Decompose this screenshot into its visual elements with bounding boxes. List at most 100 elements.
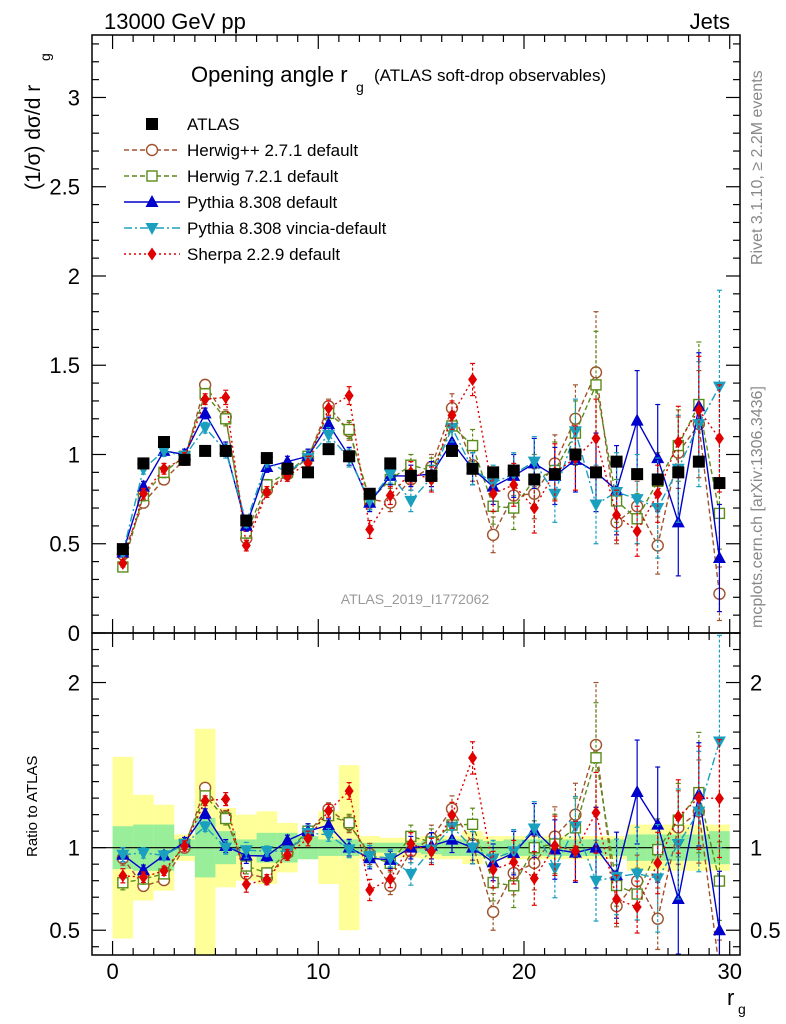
x-tick-label: 30: [717, 959, 741, 984]
ratio-point-pythia-8-308-vincia-default: [404, 868, 418, 881]
ratio-point-sherpa-2-2-9-default: [570, 844, 580, 858]
x-tick-label: 20: [512, 959, 536, 984]
ratio-point-pythia-8-308-vincia-default: [568, 821, 582, 834]
x-axis-label-subscript: g: [738, 1001, 746, 1017]
main-point-pythia-8-308-vincia-default: [712, 381, 726, 394]
main-point-pythia-8-308-vincia-default: [630, 494, 644, 507]
ratio-point-sherpa-2-2-9-default: [180, 839, 190, 853]
main-line-pythia-8-308-default: [122, 406, 721, 559]
main-point-atlas: [158, 435, 170, 448]
ratio-point-herwig-7-2-1-default: [466, 818, 479, 831]
ratio-y-tick-label-left: 2: [68, 671, 80, 696]
main-point-pythia-8-308-vincia-default: [527, 456, 541, 469]
main-point-herwig-7-2-1-default: [220, 413, 232, 425]
main-point-sherpa-2-2-9-default: [591, 431, 601, 445]
main-y-axis-label-subscript: g: [37, 53, 53, 61]
ratio-point-sherpa-2-2-9-default: [612, 892, 622, 906]
ratio-point-sherpa-2-2-9-default: [694, 791, 704, 805]
main-y-tick-label: 2.5: [49, 175, 80, 200]
main-panel-series: [116, 289, 726, 622]
main-point-pythia-8-308-default: [322, 417, 336, 430]
ratio-point-pythia-8-308-vincia-default: [198, 821, 212, 834]
legend-label: ATLAS: [187, 115, 240, 134]
axis-ticks: 0 10 20 30 0 0.5 1 1.5 2 2.5 3 0.5 0.5 1 1 2 2: [49, 35, 781, 984]
legend-item-atlas: ATLAS: [146, 115, 240, 134]
main-point-herwig-7-2-1-default: [590, 379, 602, 391]
legend-label: Herwig++ 2.7.1 default: [187, 141, 358, 160]
ratio-point-pythia-8-308-vincia-default: [527, 823, 541, 836]
ratio-point-pythia-8-308-vincia-default: [383, 853, 397, 866]
ratio-point-pythia-8-308-vincia-default: [363, 851, 377, 864]
main-point-atlas: [692, 455, 705, 468]
main-point-sherpa-2-2-9-default: [365, 522, 375, 536]
ratio-y-axis-label: Ratio to ATLAS: [24, 756, 41, 857]
ratio-point-pythia-8-308-vincia-default: [157, 850, 171, 863]
ratio-point-sherpa-2-2-9-default: [468, 751, 478, 765]
x-tick-label: 0: [106, 959, 118, 984]
main-point-atlas: [322, 443, 335, 456]
ratio-point-sherpa-2-2-9-default: [488, 863, 498, 877]
main-point-pythia-8-308-vincia-default: [322, 429, 336, 442]
ratio-point-pythia-8-308-vincia-default: [671, 838, 685, 851]
main-point-pythia-8-308-vincia-default: [589, 499, 603, 512]
legend-label: Pythia 8.308 default: [187, 193, 338, 212]
x-tick-label: 10: [306, 959, 330, 984]
main-point-atlas: [466, 462, 479, 475]
energy-label: 13000 GeV pp: [104, 9, 246, 34]
ratio-point-pythia-8-308-default: [136, 863, 150, 876]
main-y-tick-label: 2: [68, 264, 80, 289]
main-point-atlas: [672, 466, 685, 479]
main-point-atlas: [116, 543, 129, 556]
main-point-sherpa-2-2-9-default: [221, 390, 231, 404]
main-point-atlas: [713, 477, 726, 490]
ratio-point-sherpa-2-2-9-default: [221, 792, 231, 806]
ratio-point-pythia-8-308-vincia-default: [136, 847, 150, 860]
main-point-atlas: [178, 453, 191, 466]
main-point-herwig-2-7-1-default: [486, 528, 500, 542]
main-point-herwig-7-2-1-default: [508, 502, 520, 514]
main-point-sherpa-2-2-9-default: [714, 431, 724, 445]
ratio-point-pythia-8-308-vincia-default: [260, 846, 274, 859]
main-point-pythia-8-308-vincia-default: [198, 422, 212, 435]
main-point-pythia-8-308-default: [136, 479, 150, 492]
mcplots-reference-label: mcplots.cern.ch [arXiv:1306.3436]: [749, 386, 766, 628]
ratio-point-pythia-8-308-vincia-default: [630, 868, 644, 881]
ratio-point-pythia-8-308-vincia-default: [342, 844, 356, 857]
main-point-atlas: [219, 444, 232, 457]
legend-marker: [145, 223, 159, 235]
ratio-point-sherpa-2-2-9-default: [632, 900, 642, 914]
main-point-pythia-8-308-vincia-default: [651, 503, 665, 516]
ratio-line-pythia-8-308-default: [122, 790, 721, 931]
ratio-y-tick-label-left: 1: [68, 836, 80, 861]
ratio-point-pythia-8-308-vincia-default: [589, 875, 603, 888]
plot-title-extra: (ATLAS soft-drop observables): [374, 66, 606, 85]
main-point-sherpa-2-2-9-default: [200, 392, 210, 406]
ratio-point-sherpa-2-2-9-default: [159, 864, 169, 878]
main-point-atlas: [404, 469, 417, 482]
ratio-point-sherpa-2-2-9-default: [591, 806, 601, 820]
ratio-point-herwig-7-2-1-default: [343, 816, 355, 829]
main-point-sherpa-2-2-9-default: [385, 489, 395, 503]
ratio-point-pythia-8-308-vincia-default: [322, 829, 336, 842]
main-point-pythia-8-308-default: [712, 551, 726, 564]
main-point-sherpa-2-2-9-default: [159, 462, 169, 476]
ratio-y-tick-label-left: 0.5: [49, 918, 80, 943]
ratio-point-sherpa-2-2-9-default: [282, 848, 292, 862]
ratio-point-pythia-8-308-default: [322, 818, 336, 831]
main-series-herwig-2-7-1-default: [116, 311, 726, 622]
ratio-point-sherpa-2-2-9-default: [138, 870, 148, 884]
ratio-point-sherpa-2-2-9-default: [509, 855, 519, 869]
ratio-point-sherpa-2-2-9-default: [262, 873, 272, 887]
legend-label: Sherpa 2.2.9 default: [187, 245, 340, 264]
ratio-point-pythia-8-308-default: [712, 923, 726, 936]
ratio-point-pythia-8-308-vincia-default: [116, 849, 130, 862]
main-point-atlas: [590, 466, 602, 479]
ratio-panel-series: [116, 634, 726, 955]
main-point-atlas: [651, 473, 664, 486]
main-point-sherpa-2-2-9-default: [344, 389, 354, 403]
ratio-point-sherpa-2-2-9-default: [447, 808, 457, 822]
legend-item-herwig-2-7-1-default: Herwig++ 2.7.1 default: [124, 141, 358, 160]
main-point-atlas: [199, 444, 212, 457]
main-point-atlas: [363, 487, 376, 500]
main-line-sherpa-2-2-9-default: [122, 377, 720, 564]
